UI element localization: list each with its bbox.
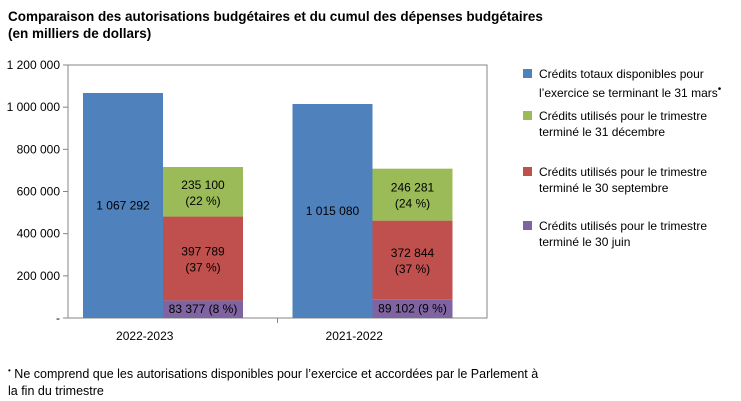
y-tick-label: -: [56, 311, 60, 325]
y-tick-label: 800 000: [17, 142, 61, 156]
legend-label-september: Crédits utilisés pour le trimestre termi…: [539, 165, 708, 195]
bar-total-label: 1 015 080: [306, 204, 360, 218]
bar-stack-2: [372, 168, 453, 221]
footnote: • Ne comprend que les autorisations disp…: [8, 362, 733, 400]
bar-stack-0: [372, 299, 453, 318]
bar-stack-label: 83 377 (8 %): [169, 302, 238, 316]
legend-item-december: Crédits utilisés pour le trimestre termi…: [523, 108, 738, 140]
legend-marker: •: [717, 84, 722, 95]
footnote-text-line1: Ne comprend que les autorisations dispon…: [14, 367, 539, 382]
legend-label-total: Crédits totaux disponibles pour l’exerci…: [539, 67, 718, 100]
bar-stack-2: [163, 166, 243, 217]
y-tick-label: 600 000: [17, 185, 61, 199]
bar-stack-label: (24 %): [395, 197, 430, 211]
legend-item-september: Crédits utilisés pour le trimestre termi…: [523, 164, 738, 196]
legend-swatch-december: [523, 111, 532, 120]
bar-stack-label: 397 789: [181, 244, 225, 258]
bar-total-label: 1 067 292: [96, 198, 150, 212]
bar-total: [83, 92, 163, 318]
chart-title: Comparaison des autorisations budgétaire…: [8, 8, 543, 42]
legend-swatch-total: [523, 69, 532, 78]
legend: Crédits totaux disponibles pour l’exerci…: [523, 66, 738, 266]
y-tick-label: 1 000 000: [7, 100, 61, 114]
bar-stack-label: 235 100: [181, 178, 225, 192]
footnote-text-line2: la fin du trimestre: [8, 384, 104, 399]
bar-stack-1: [372, 220, 453, 300]
bar-stack-label: (37 %): [185, 260, 220, 274]
x-category-label: 2021-2022: [326, 329, 384, 343]
y-tick-label: 1 200 000: [7, 58, 61, 72]
legend-label-june: Crédits utilisés pour le trimestre termi…: [539, 219, 708, 249]
y-tick-label: 200 000: [17, 269, 61, 283]
legend-item-june: Crédits utilisés pour le trimestre termi…: [523, 218, 738, 250]
legend-swatch-september: [523, 167, 532, 176]
bar-stack-0: [163, 300, 243, 318]
chart-title-line2: (en milliers de dollars): [8, 26, 152, 41]
legend-label-december: Crédits utilisés pour le trimestre termi…: [539, 109, 708, 139]
footnote-line1: • Ne comprend que les autorisations disp…: [8, 362, 733, 383]
bar-stack-label: 246 281: [391, 181, 435, 195]
chart-title-line1: Comparaison des autorisations budgétaire…: [8, 9, 543, 24]
footnote-marker: •: [8, 366, 11, 375]
legend-swatch-june: [523, 221, 532, 230]
bar-stack-label: (37 %): [395, 262, 430, 276]
bar-total: [292, 103, 373, 318]
bar-stack-label: (22 %): [185, 194, 220, 208]
bar-stack-label: 372 844: [391, 246, 435, 260]
x-category-label: 2022-2023: [116, 329, 174, 343]
bar-stack-label: 89 102 (9 %): [378, 302, 447, 316]
y-tick-label: 400 000: [17, 227, 61, 241]
bar-stack-1: [163, 216, 243, 301]
legend-item-total: Crédits totaux disponibles pour l’exerci…: [523, 66, 738, 101]
